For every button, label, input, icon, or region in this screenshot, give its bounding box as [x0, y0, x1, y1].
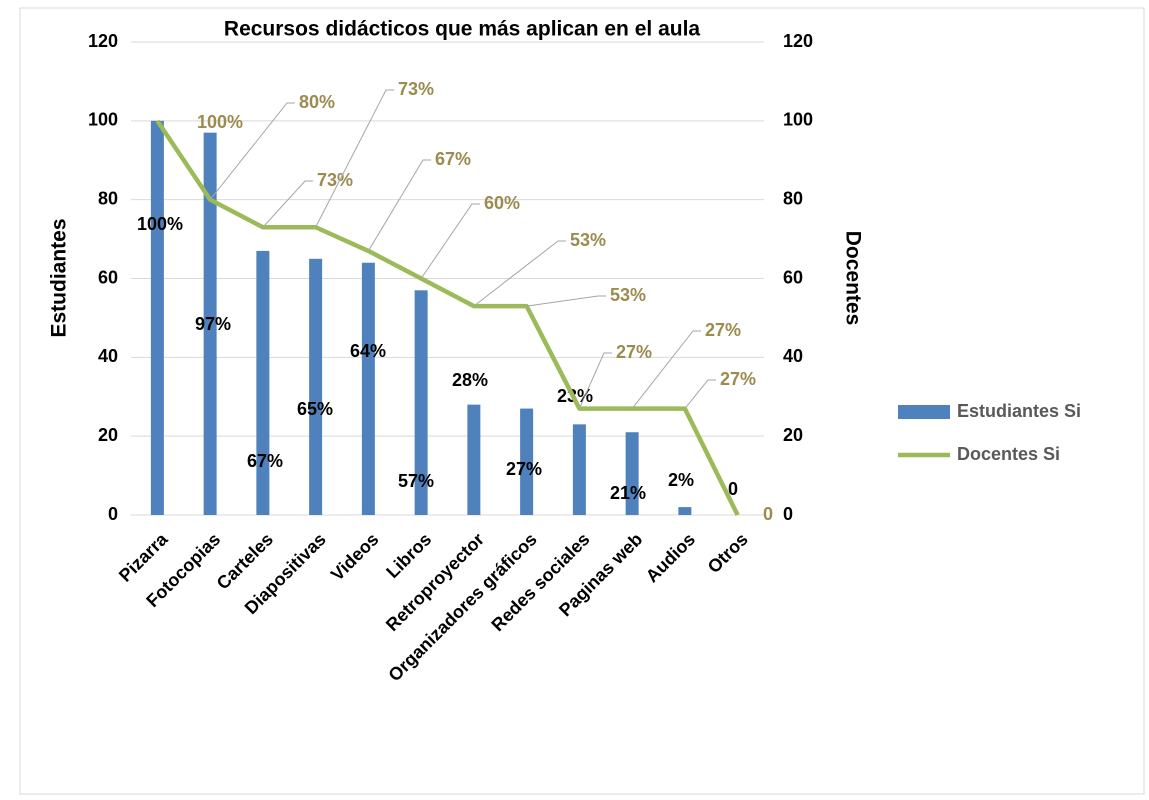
- y2-tick-label: 0: [783, 504, 793, 524]
- bar-value-label: 28%: [452, 370, 488, 390]
- line-value-label: 80%: [299, 92, 335, 112]
- leader-line: [262, 180, 313, 228]
- legend-label: Docentes Si: [957, 444, 1060, 464]
- bar: [467, 404, 481, 515]
- leader-line: [209, 102, 295, 200]
- legend-label: Estudiantes Si: [957, 401, 1081, 421]
- bar: [625, 432, 639, 515]
- line-series: [155, 119, 740, 516]
- bar-value-label: 67%: [247, 451, 283, 471]
- bar: [361, 262, 375, 515]
- bar-value-label: 21%: [610, 483, 646, 503]
- y2-tick-label: 80: [783, 188, 803, 208]
- leader-line: [473, 240, 566, 307]
- bar-value-label: 100%: [137, 214, 183, 234]
- bar-value-label: 57%: [398, 471, 434, 491]
- bar-value-label: 27%: [506, 459, 542, 479]
- bar: [520, 408, 534, 515]
- leader-line: [578, 352, 612, 409]
- line-value-label: 53%: [570, 230, 606, 250]
- leader-line: [420, 203, 480, 279]
- y-tick-label: 120: [88, 31, 118, 51]
- line-value-label: 27%: [720, 369, 756, 389]
- y-tick-label: 20: [98, 425, 118, 445]
- leader-line: [526, 295, 606, 307]
- bar-value-label: 2%: [668, 470, 694, 490]
- line-value-label: 0: [763, 504, 773, 524]
- y2-tick-label: 120: [783, 31, 813, 51]
- line-value-label: 27%: [705, 320, 741, 340]
- line-value-label: 27%: [616, 342, 652, 362]
- y-axis-title: Estudiantes: [48, 218, 71, 337]
- legend-swatch: [898, 405, 950, 419]
- bar: [309, 258, 323, 515]
- bar-value-label: 0: [728, 479, 738, 499]
- leader-line: [315, 89, 394, 228]
- y2-tick-label: 20: [783, 425, 803, 445]
- y2-tick-label: 100: [783, 110, 813, 130]
- y2-tick-label: 40: [783, 346, 803, 366]
- y-tick-label: 0: [108, 504, 118, 524]
- y2-tick-label: 60: [783, 267, 803, 287]
- line-value-label: 53%: [610, 285, 646, 305]
- bar-value-label: 97%: [195, 314, 231, 334]
- line-value-label: 73%: [398, 79, 434, 99]
- line-value-label: 60%: [484, 193, 520, 213]
- leader-line: [631, 330, 701, 409]
- line-value-label: 100%: [197, 112, 243, 132]
- bar: [203, 132, 217, 516]
- y-tick-label: 40: [98, 346, 118, 366]
- bar: [414, 290, 428, 515]
- bar: [150, 120, 164, 515]
- y-tick-label: 60: [98, 267, 118, 287]
- bar: [256, 250, 270, 516]
- bar-value-label: 64%: [350, 341, 386, 361]
- y2-axis-title: Docentes: [841, 231, 864, 326]
- bar-value-label: 65%: [297, 399, 333, 419]
- bar: [678, 507, 692, 515]
- line-value-label: 67%: [435, 149, 471, 169]
- y-tick-label: 80: [98, 188, 118, 208]
- chart-title: Recursos didácticos que más aplican en e…: [224, 18, 701, 41]
- line-value-label: 73%: [317, 170, 353, 190]
- leader-line: [367, 159, 431, 252]
- bar: [572, 424, 586, 515]
- y-tick-label: 100: [88, 110, 118, 130]
- leader-line: [684, 379, 716, 409]
